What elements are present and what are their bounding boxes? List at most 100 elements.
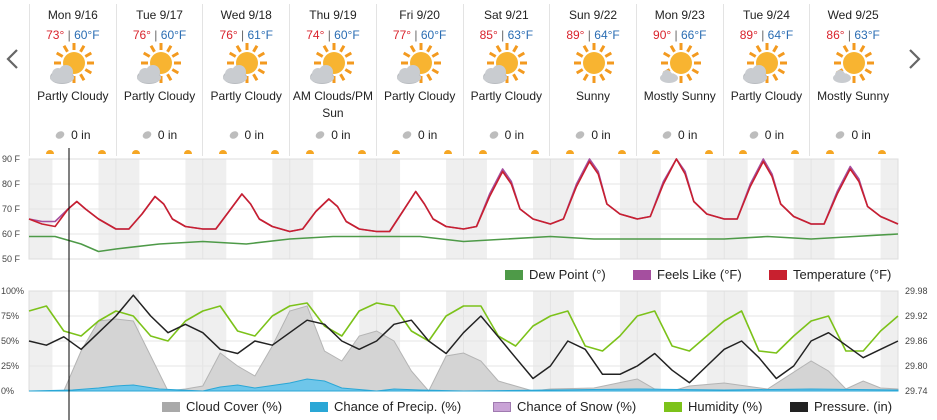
sunrise-sunset-markers	[117, 150, 203, 156]
y-right-tick-label: 29.74	[905, 386, 928, 396]
low-temp: 63°F	[507, 28, 534, 42]
legend-feels-like[interactable]: Feels Like (°F)	[633, 267, 742, 283]
precip-value: 0 in	[157, 128, 178, 142]
partly-cloudy-icon	[223, 43, 268, 84]
sunrise-marker	[739, 150, 748, 154]
legend-dew-point[interactable]: Dew Point (°)	[505, 267, 606, 283]
mostly-sunny-icon	[659, 43, 701, 83]
sunrise-sunset-markers	[377, 150, 463, 156]
sunrise-sunset-markers	[550, 150, 636, 156]
low-temp: 60°F	[160, 28, 187, 42]
legend-humidity[interactable]: Humidity (%)	[664, 399, 762, 415]
raindrop-icon	[142, 131, 152, 139]
precip-amount: 0 in	[550, 128, 636, 142]
raindrop-icon	[576, 131, 585, 139]
day-column[interactable]: Thu 9/19 74° | 60°F AM Clouds/PM Sun 0 in	[289, 4, 376, 156]
precip-amount: 0 in	[203, 128, 289, 142]
temp-separator: |	[237, 28, 248, 42]
sunset-marker	[704, 150, 713, 154]
legend-precip-label: Chance of Precip. (%)	[334, 399, 462, 414]
high-temp: 86°	[826, 28, 845, 42]
sunset-marker	[791, 150, 800, 154]
high-temp: 77°	[392, 28, 412, 42]
day-temps: 77° | 60°F	[377, 28, 463, 42]
legend-snow[interactable]: Chance of Snow (%)	[493, 399, 636, 415]
condition-text: Partly Cloudy	[730, 89, 803, 103]
y-tick-label: 90 F	[2, 154, 21, 164]
y-tick-label: 80 F	[2, 179, 21, 189]
precip-value: 0 in	[851, 128, 871, 142]
day-date: Thu 9/19	[309, 8, 357, 22]
raindrop-icon	[315, 131, 325, 139]
partly-cloudy-icon	[483, 43, 528, 84]
day-date: Sun 9/22	[569, 8, 618, 22]
low-temp: 60°F	[74, 28, 100, 42]
temperature-legend: Dew Point (°) Feels Like (°F) Temperatur…	[0, 267, 937, 283]
legend-cloud-cover-label: Cloud Cover (%)	[186, 399, 283, 414]
day-column[interactable]: Tue 9/24 89° | 64°F Partly Cloudy 0 in	[722, 4, 810, 156]
high-temp: 89°	[566, 28, 585, 42]
day-column[interactable]: Sat 9/21 85° | 63°F Partly Cloudy 0 in	[462, 4, 550, 156]
legend-precip[interactable]: Chance of Precip. (%)	[310, 399, 461, 415]
atmosphere-legend: Cloud Cover (%) Chance of Precip. (%) Ch…	[0, 399, 937, 415]
condition-text: Partly Cloudy	[470, 89, 543, 103]
high-temp: 76°	[132, 28, 151, 42]
prev-arrow-button[interactable]	[2, 44, 24, 74]
precip-value: 0 in	[504, 128, 525, 142]
sunrise-marker	[305, 150, 314, 154]
mostly-sunny-icon	[833, 43, 875, 83]
sunset-marker	[97, 150, 106, 154]
legend-snow-label: Chance of Snow (%)	[517, 399, 637, 414]
sunrise-marker	[565, 150, 574, 154]
forecast-strip: Mon 9/16 73° | 60°F Partly Cloudy 0 in Tue 9…	[29, 4, 896, 156]
day-temps: 90° | 66°F	[637, 28, 723, 42]
y-tick-label: 50 F	[2, 254, 21, 264]
humidity-line	[28, 302, 899, 354]
humidity-swatch	[664, 402, 682, 412]
day-temps: 86° | 63°F	[810, 28, 896, 42]
day-column[interactable]: Fri 9/20 77° | 60°F Partly Cloudy 0 in	[375, 4, 463, 156]
atmosphere-chart: 100% 29.98 75% 29.92 50% 29.86 25% 29.80 0% 29.74	[1, 286, 928, 396]
sunset-marker	[357, 150, 366, 154]
day-column[interactable]: Sun 9/22 89° | 64°F Sunny 0 in	[549, 4, 636, 156]
day-column[interactable]: Tue 9/17 76° | 60°F Partly Cloudy 0 in	[115, 4, 203, 156]
day-column[interactable]: Mon 9/16 73° | 60°F Partly Cloudy 0 in	[29, 4, 116, 156]
low-temp: 61°F	[247, 28, 273, 42]
day-temps: 76° | 61°F	[203, 28, 289, 42]
condition-text: Partly Cloudy	[37, 89, 109, 103]
sunrise-marker	[479, 150, 488, 154]
chevron-right-icon	[909, 49, 921, 69]
legend-pressure[interactable]: Pressure. (in)	[790, 399, 892, 415]
partly-cloudy-icon	[136, 43, 181, 84]
y-right-tick-label: 29.86	[905, 336, 928, 346]
day-column[interactable]: Wed 9/25 86° | 63°F Mostly Sunny 0 in	[809, 4, 896, 156]
precip-amount: 0 in	[30, 128, 116, 142]
partly-cloudy-icon	[49, 43, 94, 84]
dew-point-swatch	[505, 270, 523, 280]
temp-separator: |	[757, 28, 768, 42]
cloud-cover-swatch	[162, 402, 180, 412]
day-temps: 89° | 64°F	[550, 28, 636, 42]
time-cursor-line[interactable]	[68, 0, 70, 420]
day-column[interactable]: Wed 9/18 76° | 61°F Partly Cloudy 0 in	[202, 4, 289, 156]
condition-text: Mostly Sunny	[817, 89, 890, 103]
y-left-tick-label: 75%	[1, 311, 19, 321]
plot-frame	[28, 158, 899, 260]
condition-text: Partly Cloudy	[210, 89, 282, 103]
temp-separator: |	[411, 28, 421, 42]
legend-temperature[interactable]: Temperature (°F)	[769, 267, 891, 283]
low-temp: 64°F	[767, 28, 794, 42]
y-left-tick-label: 100%	[1, 286, 24, 296]
y-left-tick-label: 0%	[1, 386, 14, 396]
temperature-swatch	[769, 270, 787, 280]
sunset-marker	[184, 150, 193, 154]
sunrise-sunset-markers	[203, 150, 289, 156]
condition-text: Sunny	[576, 89, 611, 103]
sunset-marker	[271, 150, 280, 154]
precip-amount: 0 in	[290, 128, 376, 142]
day-column[interactable]: Mon 9/23 90° | 66°F Mostly Sunny 0 in	[635, 4, 723, 156]
day-date: Wed 9/25	[827, 8, 879, 22]
legend-cloud-cover[interactable]: Cloud Cover (%)	[162, 399, 282, 415]
next-arrow-button[interactable]	[903, 44, 925, 74]
legend-temperature-label: Temperature (°F)	[793, 267, 892, 282]
